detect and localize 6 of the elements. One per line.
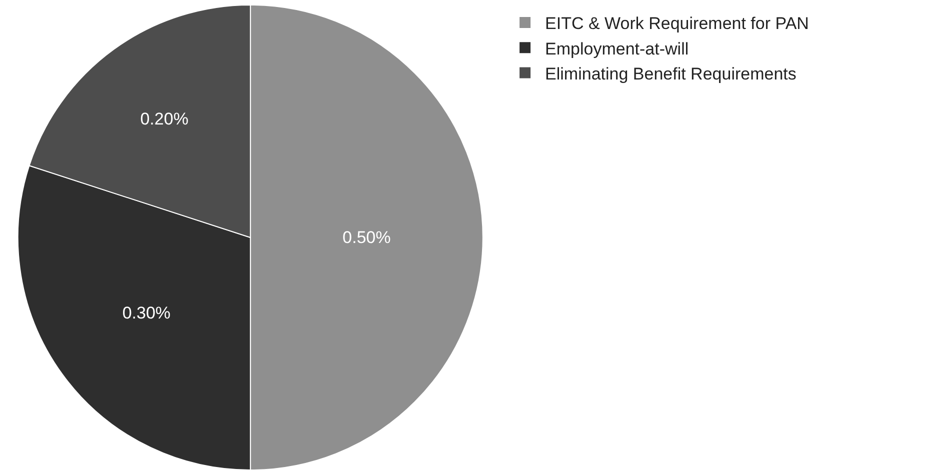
data-label: 0.50% — [342, 228, 391, 247]
data-label: 0.30% — [122, 304, 171, 323]
legend-label: Eliminating Benefit Requirements — [545, 64, 796, 84]
legend-label: EITC & Work Requirement for PAN — [545, 14, 809, 34]
data-label: 0.20% — [140, 110, 188, 129]
legend-label: Employment-at-will — [545, 39, 689, 58]
